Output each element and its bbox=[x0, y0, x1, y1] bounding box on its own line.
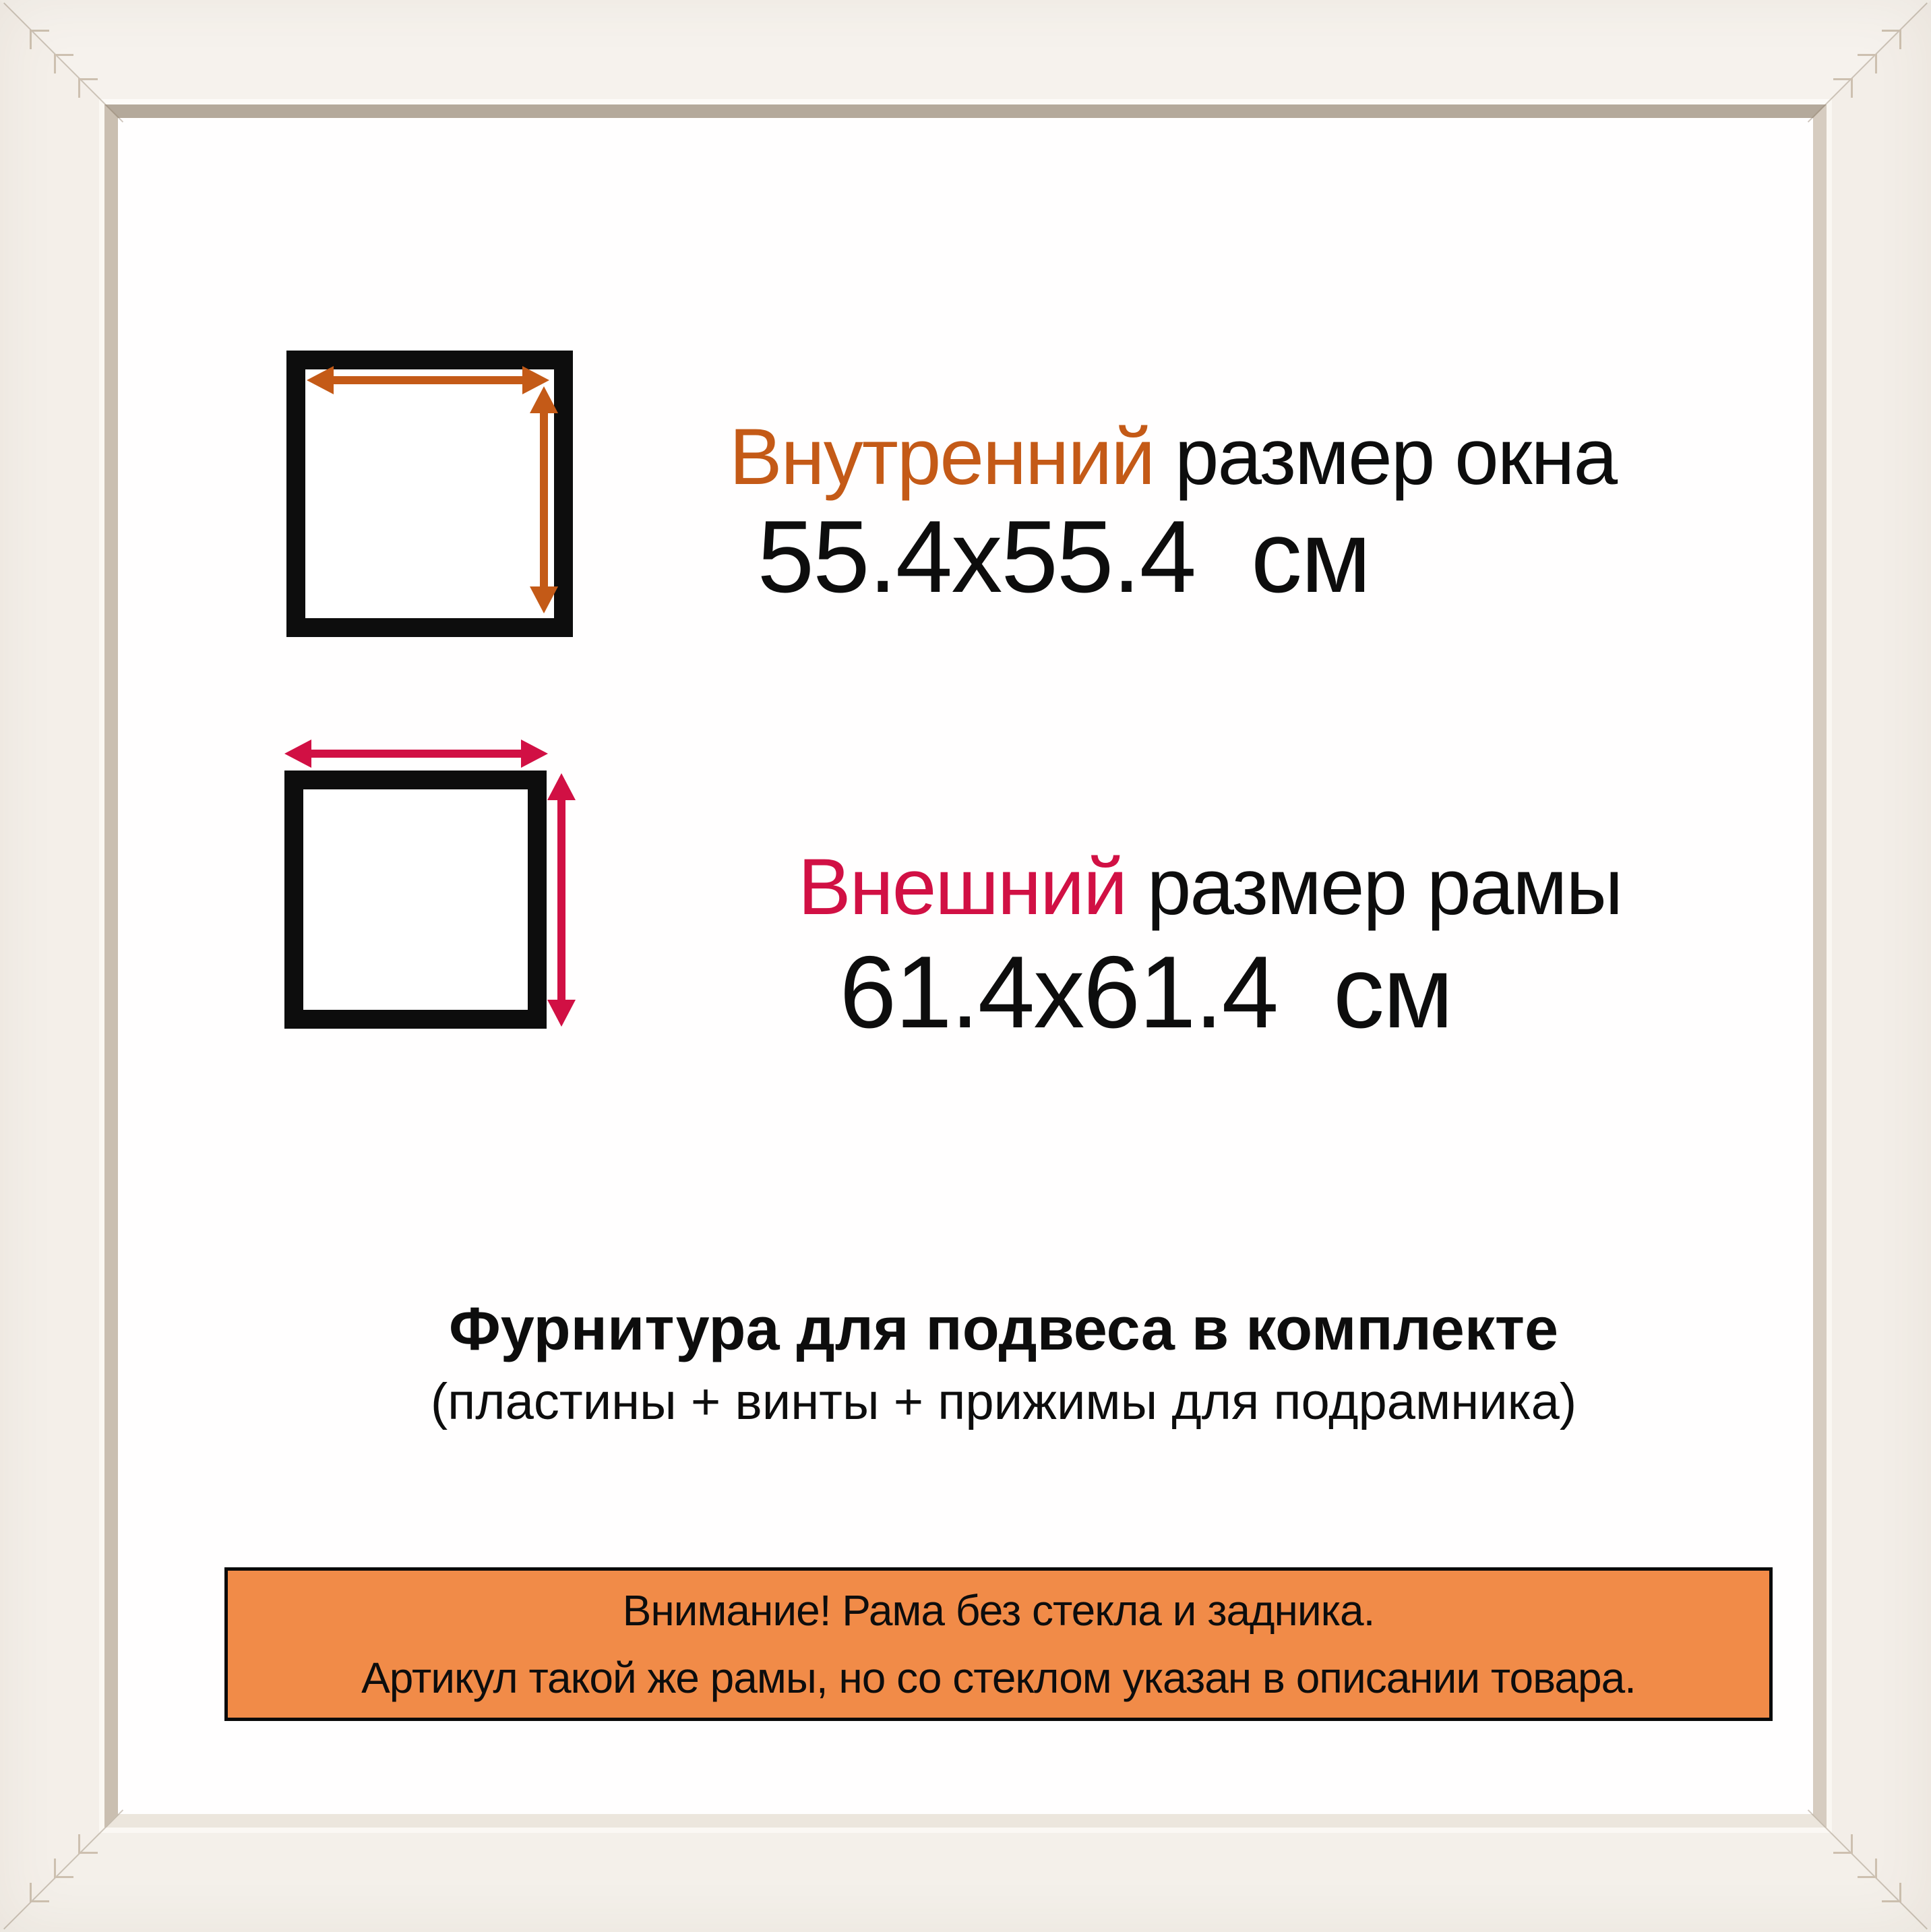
v-nail-mark-icon bbox=[1833, 1834, 1853, 1854]
outer-size-label-rest: размер рамы bbox=[1126, 843, 1623, 932]
inner-width-arrow-icon bbox=[307, 366, 549, 394]
v-nail-mark-icon bbox=[54, 54, 73, 73]
v-nail-mark-icon bbox=[54, 1859, 73, 1878]
inner-size-value: 55.4x55.4 см bbox=[757, 500, 1372, 614]
v-nail-mark-icon bbox=[78, 1834, 98, 1854]
v-nail-mark-icon bbox=[1833, 78, 1853, 98]
outer-height-arrow-icon bbox=[547, 773, 576, 1027]
picture-frame-lip bbox=[99, 99, 1832, 1833]
notice-banner: Внимание! Рама без стекла и задника. Арт… bbox=[224, 1567, 1773, 1721]
outer-width-arrow-icon bbox=[284, 739, 548, 768]
inner-size-label-accent: Внутренний bbox=[729, 413, 1155, 502]
hardware-note-line-1: Фурнитура для подвеса в комплекте bbox=[448, 1296, 1559, 1363]
outer-size-square-icon bbox=[284, 771, 547, 1029]
notice-line-1: Внимание! Рама без стекла и задника. bbox=[622, 1586, 1376, 1635]
v-nail-mark-icon bbox=[1858, 54, 1877, 73]
hardware-note-line-2: (пластины + винты + прижимы для подрамни… bbox=[430, 1373, 1577, 1430]
v-nail-mark-icon bbox=[30, 30, 49, 49]
v-nail-mark-icon bbox=[1882, 1883, 1901, 1902]
v-nail-mark-icon bbox=[1882, 30, 1901, 49]
inner-size-label-rest: размер окна bbox=[1154, 413, 1618, 502]
outer-size-value: 61.4x61.4 см bbox=[839, 935, 1454, 1050]
v-nail-mark-icon bbox=[1858, 1859, 1877, 1878]
outer-size-label: Внешний размер рамы bbox=[798, 847, 1623, 927]
outer-size-label-accent: Внешний bbox=[797, 843, 1128, 932]
notice-line-2: Артикул такой же рамы, но со стеклом ука… bbox=[361, 1654, 1636, 1702]
inner-height-arrow-icon bbox=[530, 386, 558, 613]
v-nail-mark-icon bbox=[30, 1883, 49, 1902]
v-nail-mark-icon bbox=[78, 78, 98, 98]
inner-size-label: Внутренний размер окна bbox=[729, 417, 1618, 497]
